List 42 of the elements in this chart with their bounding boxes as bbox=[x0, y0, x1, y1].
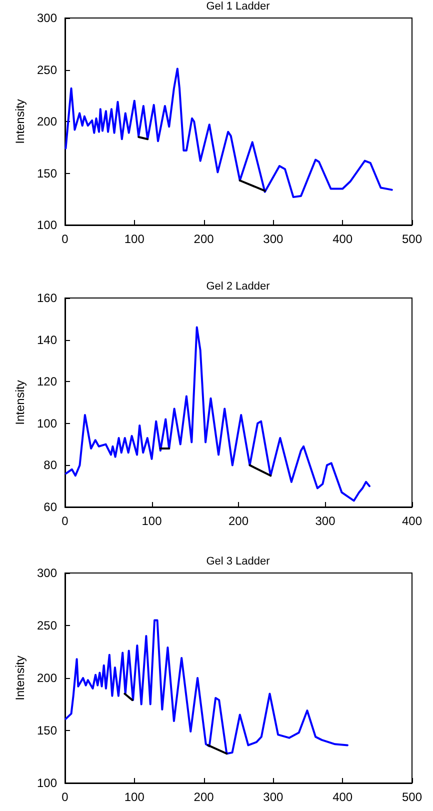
y-tick-label: 60 bbox=[44, 500, 58, 514]
x-tick-label: 400 bbox=[332, 790, 353, 804]
x-tick-label: 200 bbox=[194, 232, 214, 246]
chart-title: Gel 2 Ladder bbox=[206, 280, 270, 292]
x-tick-label: 400 bbox=[332, 232, 353, 246]
y-tick-label: 120 bbox=[36, 374, 58, 389]
x-tick-label: 400 bbox=[402, 514, 422, 528]
chart-title: Gel 1 Ladder bbox=[206, 0, 270, 12]
y-tick-label: 150 bbox=[36, 724, 58, 738]
y-tick-label: 100 bbox=[36, 416, 58, 430]
y-tick-label: 300 bbox=[36, 11, 58, 25]
x-tick-label: 300 bbox=[315, 514, 336, 528]
y-tick-label: 80 bbox=[44, 458, 58, 472]
y-tick-label: 200 bbox=[36, 671, 58, 685]
x-tick-label: 500 bbox=[402, 790, 422, 804]
x-tick-label: 0 bbox=[62, 790, 69, 804]
x-tick-label: 300 bbox=[263, 232, 284, 246]
y-tick-label: 300 bbox=[36, 566, 58, 580]
y-tick-label: 100 bbox=[36, 218, 58, 232]
x-tick-label: 300 bbox=[263, 790, 284, 804]
line-series bbox=[64, 68, 393, 198]
y-tick-label: 100 bbox=[36, 776, 58, 790]
x-tick-label: 500 bbox=[402, 232, 422, 246]
y-axis-title: Intensity bbox=[13, 656, 28, 700]
y-axis-title: Intensity bbox=[13, 380, 28, 425]
y-axis-title: Intensity bbox=[13, 99, 28, 144]
y-tick-label: 200 bbox=[36, 114, 58, 128]
y-tick-label: 250 bbox=[36, 618, 58, 632]
x-tick-label: 200 bbox=[194, 790, 214, 804]
line-series bbox=[64, 619, 348, 755]
x-tick-label: 100 bbox=[124, 790, 145, 804]
y-tick-label: 160 bbox=[36, 291, 58, 305]
x-tick-label: 0 bbox=[62, 232, 69, 246]
y-tick-label: 150 bbox=[36, 166, 58, 180]
y-tick-label: 250 bbox=[36, 62, 58, 77]
x-tick-label: 200 bbox=[228, 514, 249, 528]
x-tick-label: 0 bbox=[62, 514, 69, 528]
line-series bbox=[64, 326, 370, 502]
chart-title: Gel 3 Ladder bbox=[206, 556, 270, 568]
y-tick-label: 140 bbox=[36, 332, 58, 347]
x-tick-label: 100 bbox=[124, 232, 145, 246]
x-tick-label: 100 bbox=[142, 514, 162, 528]
